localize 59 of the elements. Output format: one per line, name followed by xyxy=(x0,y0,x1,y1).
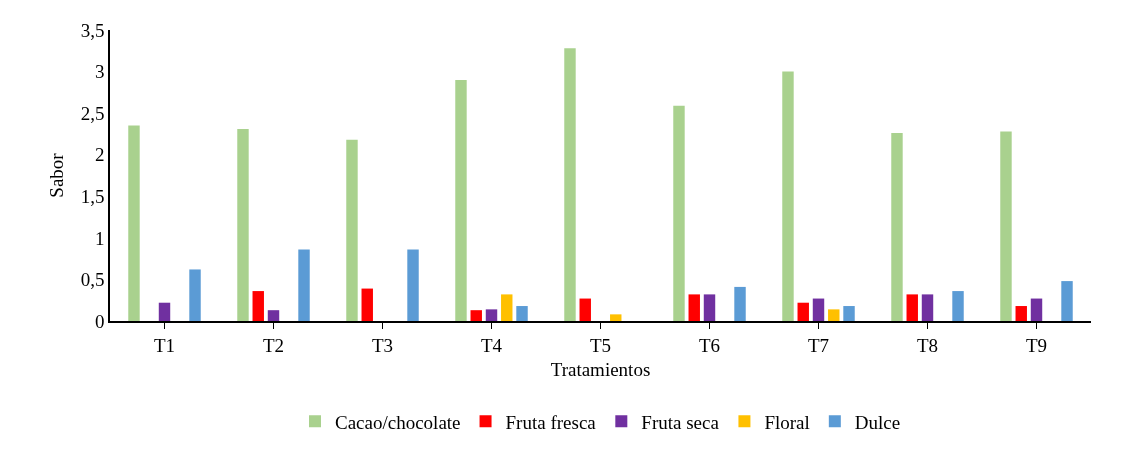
bar xyxy=(906,294,918,321)
y-tick-label: 0,5 xyxy=(80,269,105,291)
bar xyxy=(189,269,201,321)
bar xyxy=(952,291,964,321)
bar xyxy=(485,309,498,321)
bar xyxy=(812,298,825,321)
bar xyxy=(703,294,716,321)
x-tick-label: T7 xyxy=(807,334,830,356)
legend-label: Fruta seca xyxy=(641,411,720,433)
x-axis-title: Tratamientos xyxy=(550,358,651,380)
bar xyxy=(1061,281,1073,321)
bar xyxy=(688,294,700,321)
bar xyxy=(891,133,903,321)
bar xyxy=(1000,131,1012,321)
bar xyxy=(455,79,467,321)
y-tick-label: 3 xyxy=(94,61,105,83)
legend-label: Cacao/chocolate xyxy=(335,411,461,433)
y-tick-label: 0 xyxy=(94,310,105,332)
bar xyxy=(921,294,934,321)
bar xyxy=(797,302,809,321)
legend-label: Dulce xyxy=(854,411,901,433)
x-tick-label: T9 xyxy=(1025,334,1048,356)
bar xyxy=(407,249,419,321)
bar xyxy=(610,314,622,321)
bar xyxy=(361,288,373,321)
legend-label: Floral xyxy=(764,411,810,433)
y-tick-label: 2 xyxy=(94,144,105,166)
bar xyxy=(158,302,171,321)
bar xyxy=(470,310,482,321)
bar xyxy=(516,306,528,321)
bar xyxy=(673,105,685,321)
bar xyxy=(564,48,576,321)
bar xyxy=(252,291,264,321)
y-tick-label: 3,5 xyxy=(80,19,105,41)
bar xyxy=(128,125,140,321)
bar xyxy=(237,128,249,321)
bar xyxy=(267,310,280,321)
bar xyxy=(828,309,840,321)
x-tick-label: T6 xyxy=(698,334,721,356)
legend-label: Fruta fresca xyxy=(505,411,597,433)
bar xyxy=(734,286,746,321)
bar xyxy=(1015,306,1027,321)
bar xyxy=(782,71,794,321)
x-tick-label: T4 xyxy=(480,334,503,356)
x-tick-label: T8 xyxy=(916,334,939,356)
bar xyxy=(298,249,310,321)
bar xyxy=(843,306,855,321)
x-tick-label: T5 xyxy=(589,334,612,356)
bar xyxy=(1030,298,1043,321)
x-tick-label: T2 xyxy=(262,334,285,356)
bar xyxy=(346,139,358,321)
bar xyxy=(501,294,513,321)
y-tick-label: 1 xyxy=(94,227,105,249)
y-tick-label: 2,5 xyxy=(80,102,105,124)
x-tick-label: T3 xyxy=(371,334,394,356)
bar xyxy=(579,298,591,321)
y-axis-title: Sabor xyxy=(46,152,68,198)
x-tick-label: T1 xyxy=(153,334,176,356)
y-tick-label: 1,5 xyxy=(80,185,105,207)
